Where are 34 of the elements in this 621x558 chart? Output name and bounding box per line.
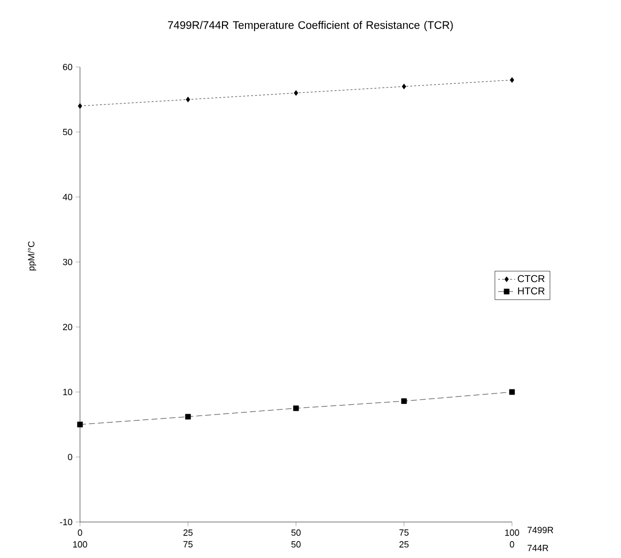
y-tick-label: 30 xyxy=(62,258,72,266)
x2-axis-title: 744R xyxy=(528,544,548,552)
point xyxy=(185,414,191,420)
point xyxy=(77,422,83,428)
legend-label: CTCR xyxy=(518,275,545,282)
x2-tick-label: 50 xyxy=(291,541,301,548)
y-tick-label: 20 xyxy=(63,324,72,330)
x-tick-label: 100 xyxy=(505,529,520,536)
x-tick-label: 75 xyxy=(399,529,409,536)
x-tick-label: 0 xyxy=(78,529,82,536)
x2-tick-label: 0 xyxy=(510,541,514,548)
y-tick-label: 50 xyxy=(62,128,72,136)
y-tick-label: 40 xyxy=(62,194,72,200)
y-tick-label: 0 xyxy=(68,454,72,460)
x2-tick-label: 75 xyxy=(183,541,193,548)
x-tick-label: 50 xyxy=(291,529,301,536)
point xyxy=(293,405,299,412)
y-tick-label: -10 xyxy=(60,518,72,526)
x2-tick-label: 100 xyxy=(73,541,88,548)
point xyxy=(294,90,298,96)
point xyxy=(509,389,515,395)
point xyxy=(401,398,407,404)
y-tick-label: 10 xyxy=(63,388,72,396)
x2-tick-label: 25 xyxy=(399,541,409,548)
chart-title: 7499R/744R Temperature Coefficient of Resistance (TCR) xyxy=(168,20,453,32)
point xyxy=(78,103,82,109)
y-axis-title: ppM/°C xyxy=(28,241,36,270)
point xyxy=(186,96,190,102)
point xyxy=(510,77,514,83)
y-tick-label: 60 xyxy=(63,64,72,70)
point xyxy=(402,84,406,90)
x-tick-label: 25 xyxy=(183,529,193,536)
legend-label: HTCR xyxy=(518,287,545,294)
x-axis-title: 7499R xyxy=(528,526,554,534)
